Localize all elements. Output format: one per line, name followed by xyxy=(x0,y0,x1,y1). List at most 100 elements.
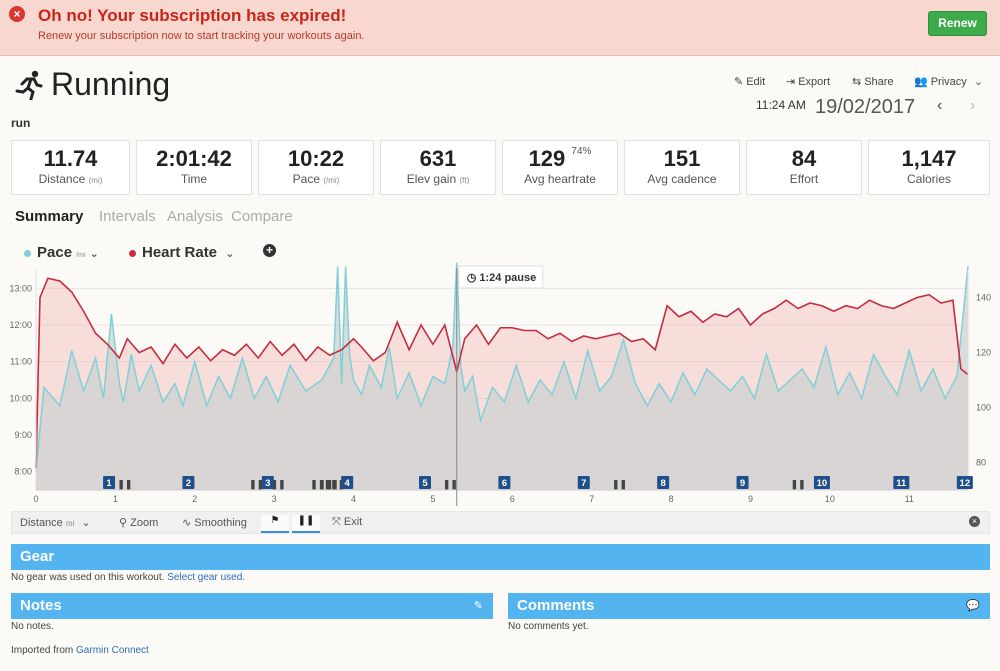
pace-line xyxy=(35,262,969,472)
x-tick-label: 8 xyxy=(669,494,674,504)
y-left-tick-label: 11:00 xyxy=(10,357,32,367)
pause-marker: ❚❚ xyxy=(324,479,339,490)
y-left-tick-label: 9:00 xyxy=(14,430,32,440)
add-series-icon[interactable]: + xyxy=(263,244,276,257)
legend-heart-rate[interactable]: Heart Rate ⌄ xyxy=(129,244,234,261)
smoothing-button[interactable]: ∿ Smoothing xyxy=(182,517,247,529)
pause-marker: ❚❚ xyxy=(249,479,264,490)
activity-chart[interactable]: 13:00 12:00 11:00 10:00 9:00 8:00 140 120 100 80 0… xyxy=(0,262,1000,510)
comments-header: Comments 💬 xyxy=(508,593,990,619)
share-button[interactable]: ⇆ Share xyxy=(852,76,894,88)
banner-subtitle: Renew your subscription now to start tra… xyxy=(38,30,365,42)
lap-marker-box xyxy=(736,476,749,489)
legend-pace[interactable]: Pace /mi ⌄ xyxy=(24,244,99,261)
x-tick-label: 3 xyxy=(272,494,277,504)
stat-avg-heartrate: 129 74% Avg heartrate xyxy=(502,140,618,195)
pace-area xyxy=(36,262,968,490)
lap-marker-box xyxy=(103,476,116,489)
stat-avg-cadence: 151 Avg cadence xyxy=(624,140,740,195)
x-tick-label: 9 xyxy=(748,494,753,504)
y-left-tick-label: 12:00 xyxy=(9,320,32,330)
x-tick-label: 7 xyxy=(589,494,594,504)
lap-marker-label: 3 xyxy=(265,478,270,489)
pause-marker: ❚❚ xyxy=(791,479,806,490)
distance-axis-dropdown[interactable]: Distance mi ⌄ xyxy=(20,517,91,529)
pause-marker: ❚❚ xyxy=(117,479,132,490)
lap-marker-label: 1 xyxy=(106,478,112,489)
comment-icon[interactable]: 💬 xyxy=(966,600,980,612)
edit-button[interactable]: ✎ Edit xyxy=(734,76,766,88)
x-tick-label: 1 xyxy=(113,494,118,504)
stat-pace: 10:22 Pace (/mi) xyxy=(258,140,374,195)
people-icon: 👥 xyxy=(914,76,928,88)
tab-summary[interactable]: Summary xyxy=(15,208,84,225)
chart-controls: Distance mi ⌄ ⚲ Zoom ∿ Smoothing ⚑ ❚❚ ⤧ … xyxy=(11,511,990,534)
renew-button[interactable]: Renew xyxy=(928,11,987,36)
heart-rate-line xyxy=(35,277,969,469)
chevron-down-icon: ⌄ xyxy=(89,248,99,260)
lap-marker-box xyxy=(418,476,431,489)
x-tick-label: 0 xyxy=(33,494,38,504)
pause-icon: ❚❚ xyxy=(297,515,315,526)
tab-compare[interactable]: Compare xyxy=(231,208,293,225)
garmin-connect-link[interactable]: Garmin Connect xyxy=(76,645,149,656)
close-icon[interactable]: × xyxy=(969,516,980,527)
x-tick-label: 10 xyxy=(825,494,835,504)
lap-marker-label: 5 xyxy=(422,478,428,489)
magnifier-icon: ⚲ xyxy=(119,517,128,529)
banner-title: Oh no! Your subscription has expired! xyxy=(38,6,347,25)
lap-marker-box xyxy=(813,476,830,489)
tab-analysis[interactable]: Analysis xyxy=(167,208,223,225)
y-left-tick-label: 13:00 xyxy=(9,283,32,293)
stat-calories: 1,147 Calories xyxy=(868,140,990,195)
lap-marker-box xyxy=(893,476,910,489)
select-gear-link[interactable]: Select gear used. xyxy=(167,572,246,583)
activity-time: 11:24 AM xyxy=(756,98,806,112)
x-tick-label: 2 xyxy=(192,494,197,504)
next-activity-icon[interactable]: › xyxy=(970,97,976,114)
export-icon: ⇥ xyxy=(786,76,796,88)
pause-annotation-box xyxy=(458,265,544,289)
lap-marker-label: 4 xyxy=(345,478,351,489)
lap-marker-box xyxy=(182,476,195,489)
lap-marker-label: 10 xyxy=(817,478,828,489)
activity-type: run xyxy=(11,116,31,130)
lap-marker-label: 12 xyxy=(960,478,971,489)
y-right-tick-label: 120 xyxy=(976,348,991,358)
x-tick-label: 5 xyxy=(430,494,435,504)
error-icon: × xyxy=(9,6,25,22)
pencil-icon: ✎ xyxy=(734,76,744,88)
collapse-icon: ⤧ xyxy=(332,516,341,528)
notes-text: No notes. xyxy=(11,621,54,632)
stat-time: 2:01:42 Time xyxy=(136,140,252,195)
pause-marker: ❚❚ xyxy=(271,479,286,490)
pauses-toggle[interactable]: ❚❚ xyxy=(292,515,320,533)
tab-intervals[interactable]: Intervals xyxy=(99,208,156,225)
notes-header: Notes ✎ xyxy=(11,593,493,619)
y-left-tick-label: 8:00 xyxy=(14,467,32,477)
pause-annotation-text: ◷ 1:24 pause xyxy=(467,272,537,284)
previous-activity-icon[interactable]: ‹ xyxy=(937,97,943,114)
activity-title: Running xyxy=(51,66,171,102)
running-icon xyxy=(15,70,43,100)
edit-notes-icon[interactable]: ✎ xyxy=(473,600,483,612)
chevron-down-icon: ⌄ xyxy=(81,517,91,529)
lap-marker-label: 7 xyxy=(581,478,586,489)
gear-text: No gear was used on this workout. Select… xyxy=(11,572,246,583)
pace-dot-icon xyxy=(24,249,31,257)
pause-marker: ❚❚ xyxy=(310,479,325,490)
zoom-button[interactable]: ⚲ Zoom xyxy=(119,517,159,529)
exit-button[interactable]: ⤧ Exit xyxy=(332,516,363,528)
x-tick-label: 6 xyxy=(510,494,515,504)
lap-marker-label: 2 xyxy=(186,478,191,489)
share-icon: ⇆ xyxy=(852,76,862,88)
lap-marker-label: 11 xyxy=(896,478,907,489)
pause-marker: ❚❚ xyxy=(318,479,333,490)
privacy-dropdown[interactable]: 👥 Privacy ⌄ xyxy=(914,76,984,88)
import-source: Imported from Garmin Connect xyxy=(11,645,149,656)
laps-toggle[interactable]: ⚑ xyxy=(261,515,289,533)
x-tick-label: 4 xyxy=(351,494,356,504)
activity-date: 19/02/2017 xyxy=(815,96,916,118)
export-button[interactable]: ⇥ Export xyxy=(786,76,831,88)
chevron-down-icon: ⌄ xyxy=(225,248,235,260)
